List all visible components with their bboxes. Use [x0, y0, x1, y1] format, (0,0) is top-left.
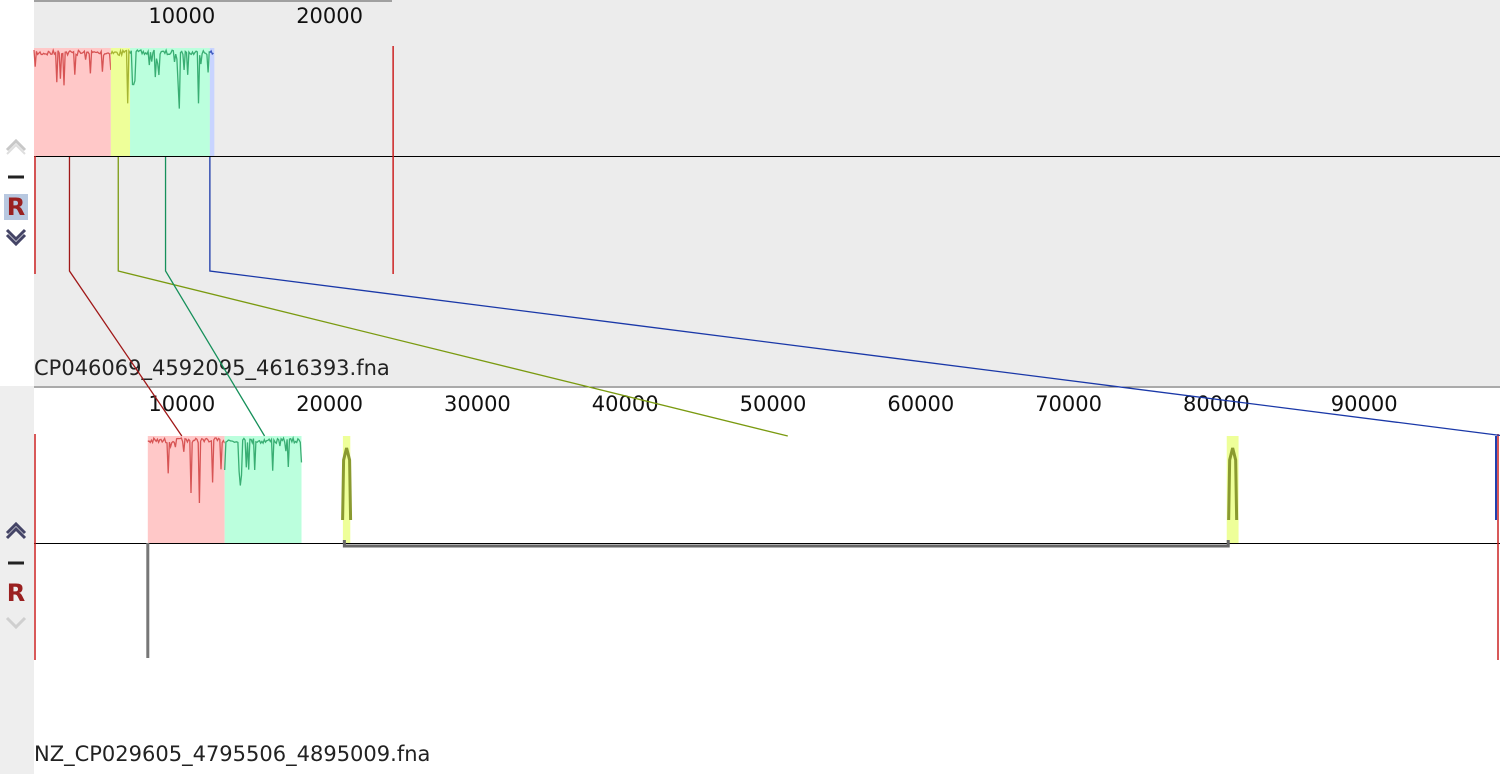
lcb-connector-line: [68, 157, 183, 437]
lcb-connector-line: [164, 157, 266, 437]
lcb-connector-line: [117, 157, 788, 437]
move-up-icon[interactable]: [4, 520, 28, 542]
ruler-tick-label: 60000: [887, 392, 955, 416]
lcb-block-bottom-fill: [224, 436, 302, 543]
track-controls-bottom: R: [0, 386, 34, 774]
ruler-tick-label: 70000: [1035, 392, 1102, 416]
ruler-tick-label: 20000: [296, 392, 363, 416]
lcb-block-bottom-profile: [341, 447, 353, 521]
lcb-block-top-profile: [209, 49, 214, 56]
ruler-tick-label: 30000: [443, 392, 511, 416]
move-down-icon[interactable]: [4, 226, 28, 248]
lcb-block-bottom-profile: [147, 436, 226, 504]
lcb-block-bottom-profile: [1227, 447, 1239, 521]
sequence-name-top: CP046069_4592095_4616393.fna: [34, 356, 390, 380]
genome-track-bottom: R 10000 20000 30000 40000 50000 60000 70000 800…: [0, 386, 1500, 774]
ruler-tick-label: 20000: [296, 4, 363, 28]
ruler-tick-label: 90000: [1330, 392, 1398, 416]
genome-track-top: R 10000 20000 CP046069_4592095_4616393.fn…: [0, 0, 1500, 386]
lcb-block-top-fill: [130, 48, 210, 156]
move-down-icon[interactable]: [4, 612, 28, 634]
ruler-tick-label: 50000: [739, 392, 807, 416]
lcb-block-top-fill: [209, 48, 215, 156]
lcb-block-bottom-profile: [224, 435, 303, 486]
reverse-button[interactable]: R: [6, 579, 26, 607]
minus-icon[interactable]: [4, 166, 28, 188]
lcb-block-top-profile: [110, 48, 131, 104]
track-controls-top: R: [0, 0, 34, 386]
ruler-tick-label: 10000: [148, 4, 216, 28]
lcb-block-bottom-fill: [342, 436, 351, 543]
minus-icon[interactable]: [4, 552, 28, 574]
lcb-block-top-profile: [129, 48, 210, 109]
lcb-block-top-fill: [34, 48, 111, 156]
move-up-icon[interactable]: [4, 134, 28, 156]
reverse-button[interactable]: R: [4, 193, 28, 221]
lcb-block-top-profile: [33, 48, 112, 86]
sequence-name-bottom: NZ_CP029605_4795506_4895009.fna: [34, 742, 431, 766]
lcb-block-bottom-fill: [1226, 436, 1239, 543]
alignment-panel-top[interactable]: [34, 0, 1500, 386]
lcb-block-top-fill: [110, 48, 131, 156]
lcb-connector-line: [209, 157, 1500, 437]
gray-feature-bar: [342, 540, 1230, 548]
